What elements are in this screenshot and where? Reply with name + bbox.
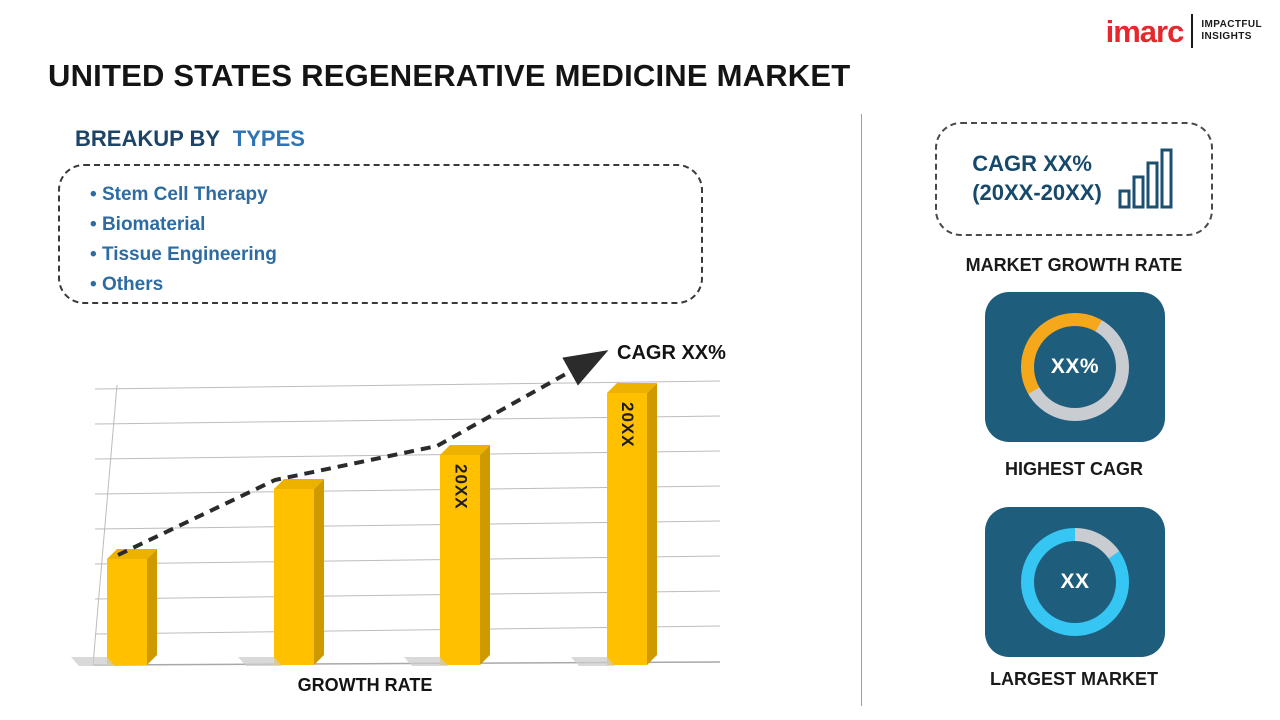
breakup-types-list: Stem Cell TherapyBiomaterialTissue Engin… — [90, 180, 701, 300]
cagr-line2: (20XX-20XX) — [972, 180, 1102, 205]
highest-cagr-label: HIGHEST CAGR — [1004, 459, 1143, 479]
trend-arrow — [117, 350, 609, 557]
highest-cagr-value: XX% — [1050, 355, 1100, 378]
logo-tagline: IMPACTFUL INSIGHTS — [1201, 19, 1262, 44]
bar-value-label: 20XX — [617, 402, 637, 448]
breakup-item: Biomaterial — [90, 210, 701, 240]
cagr-summary-card: CAGR XX% (20XX-20XX) — [935, 122, 1213, 236]
chart-bar: 20XX — [570, 383, 657, 666]
bar-series: 20XX 20XX — [70, 383, 657, 666]
donut-hole — [1034, 541, 1116, 623]
chart-bar: 20XX — [404, 445, 491, 666]
breakup-item: Stem Cell Therapy — [90, 180, 701, 210]
donut-hole — [1034, 326, 1116, 408]
logo-tagline-line2: INSIGHTS — [1201, 31, 1252, 42]
logo-brand-text: imarc — [1105, 13, 1185, 49]
market-growth-rate-label: MARKET GROWTH RATE — [965, 255, 1183, 275]
imarc-logo: imarc IMPACTFUL INSIGHTS — [1106, 14, 1262, 48]
logo-tagline-line1: IMPACTFUL — [1201, 18, 1262, 30]
breakup-heading-highlight: TYPES — [232, 126, 305, 151]
x-axis-label: GROWTH RATE — [297, 675, 433, 695]
largest-market-card: XX — [985, 507, 1165, 657]
page-title: UNITED STATES REGENERATIVE MEDICINE MARK… — [48, 58, 851, 93]
chart-bar — [70, 549, 157, 666]
breakup-item: Tissue Engineering — [90, 240, 701, 270]
cagr-summary-text: CAGR XX% (20XX-20XX) — [972, 150, 1102, 207]
breakup-heading-prefix: BREAKUP BY — [75, 126, 220, 151]
cagr-trend-label: CAGR XX% — [617, 342, 726, 364]
largest-market-value: XX — [1060, 570, 1090, 593]
breakup-types-box: Stem Cell TherapyBiomaterialTissue Engin… — [58, 164, 703, 304]
largest-market-label: LARGEST MARKET — [990, 669, 1158, 689]
bar-value-label: 20XX — [451, 464, 471, 510]
chart-bar — [237, 479, 324, 666]
largest-market-donut: XX — [1021, 528, 1129, 636]
breakup-item: Others — [90, 270, 701, 300]
highest-cagr-donut: XX% — [1021, 313, 1129, 421]
section-divider — [861, 114, 862, 706]
logo-divider — [1191, 14, 1194, 48]
highest-cagr-card: XX% — [985, 292, 1165, 442]
growth-rate-chart: 20XX 20XX CAGR XX% GROWTH RATE — [65, 340, 735, 695]
growth-bars-icon — [1118, 148, 1173, 209]
breakup-heading: BREAKUP BY TYPES — [75, 126, 305, 152]
cagr-line1: CAGR XX% — [972, 151, 1092, 177]
